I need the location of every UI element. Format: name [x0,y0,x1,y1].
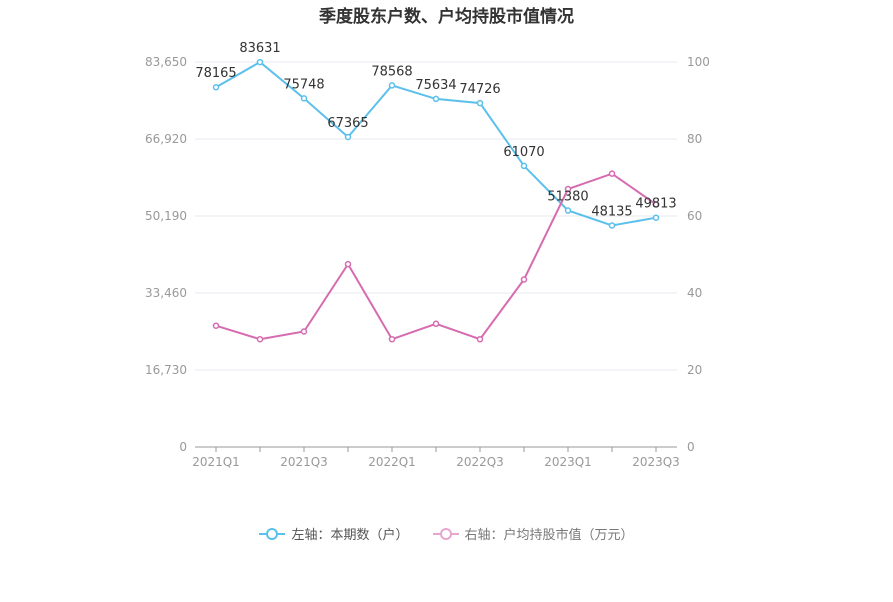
chart-title: 季度股东户数、户均持股市值情况 [319,7,574,27]
legend-label-left: 左轴：本期数（户） [291,528,409,543]
y-left-tick-label: 16,730 [145,363,187,377]
holders-data-label: 78165 [195,66,236,81]
holders-point [520,162,528,170]
holders-data-label: 75748 [283,77,324,92]
market-value-point [432,320,440,328]
y-left-tick-label: 66,920 [145,132,187,146]
holders-point [256,58,264,66]
holders-point [300,95,308,102]
x-tick-label: 2021Q3 [280,455,328,469]
holders-data-label: 67365 [327,116,368,131]
market-value-point [652,201,660,208]
holders-point [652,214,660,221]
market-value-point [520,276,528,283]
legend-item-right-series[interactable]: 右轴：户均持股市值（万元） [432,524,634,543]
holders-point [344,133,352,141]
x-tick-label: 2021Q1 [192,455,240,469]
holders-point [432,95,440,103]
market-value-point [388,335,396,343]
x-tick-label: 2022Q3 [456,455,504,469]
market-value-point [608,170,616,177]
series-line-market-value [215,172,657,341]
series-layer [212,58,660,343]
y-right-tick-label: 0 [687,440,695,454]
market-value-point [300,328,308,335]
y-right-tick-label: 40 [687,286,702,300]
market-value-point [564,185,572,193]
x-tick-label: 2022Q1 [368,455,416,469]
legend-item-left-series[interactable]: 左轴：本期数（户） [259,524,409,543]
y-left-tick-label: 0 [179,440,187,454]
holders-data-label: 49813 [635,197,676,212]
axes: 0 0 16,730 20 33,460 40 50,190 60 66,920 80 83,650… [145,55,710,469]
market-value-point [212,322,220,329]
holders-data-label: 48135 [591,204,632,219]
holders-data-label: 78568 [371,64,412,79]
holders-point [212,83,220,91]
holders-data-label: 51380 [547,190,588,205]
grid-lines [195,61,677,371]
market-value-point [344,260,352,268]
holders-data-label: 74726 [459,82,500,97]
y-right-tick-label: 100 [687,55,710,69]
holders-data-label: 83631 [239,41,280,56]
market-value-point [476,335,484,343]
legend-label-right: 右轴：户均持股市值（万元） [464,528,634,543]
market-value-point [256,335,264,343]
y-left-tick-label: 83,650 [145,55,187,69]
holders-point [608,222,616,229]
holders-point [564,207,572,214]
holders-data-label: 61070 [503,145,544,160]
legend-swatch-blue-icon [259,527,286,541]
y-left-tick-label: 50,190 [145,209,187,223]
legend-swatch-pink-icon [432,527,459,541]
x-tick-label: 2023Q1 [544,455,592,469]
y-right-tick-label: 60 [687,209,702,223]
y-left-tick-label: 33,460 [145,286,187,300]
y-right-tick-label: 20 [687,363,702,377]
holders-point [388,82,396,89]
x-tick-label: 2023Q3 [632,455,680,469]
legend: 左轴：本期数（户） 右轴：户均持股市值（万元） [0,524,893,543]
holders-point [476,99,484,107]
holders-data-label: 75634 [415,78,456,93]
y-right-tick-label: 80 [687,132,702,146]
